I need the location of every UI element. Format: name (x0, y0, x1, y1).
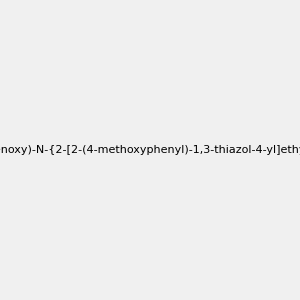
Text: 2-(4-ethylphenoxy)-N-{2-[2-(4-methoxyphenyl)-1,3-thiazol-4-yl]ethyl}acetamide: 2-(4-ethylphenoxy)-N-{2-[2-(4-methoxyphe… (0, 145, 300, 155)
